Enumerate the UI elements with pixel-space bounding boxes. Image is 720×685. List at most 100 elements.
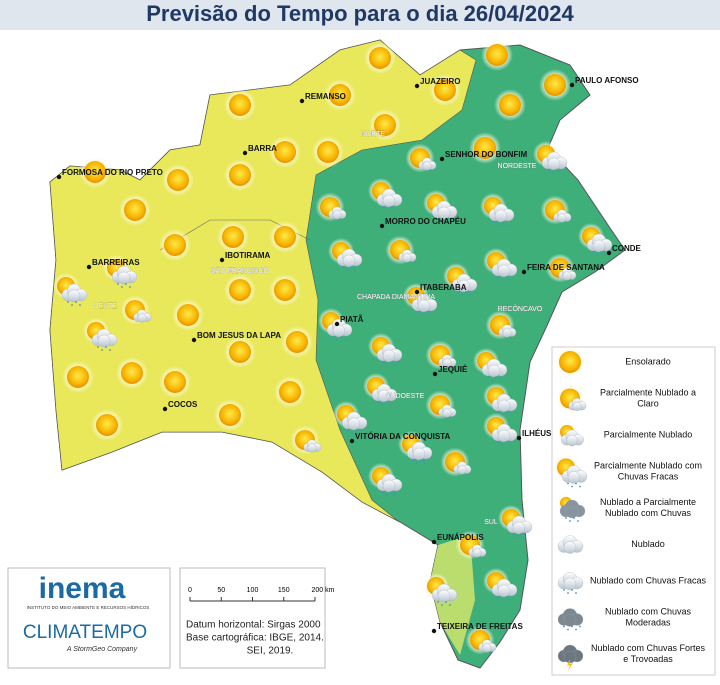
rain-drop (457, 291, 459, 293)
legend-label: Parcialmente Nublado a Claro (600, 388, 696, 409)
rain-drop (394, 364, 396, 366)
rain-drop (346, 269, 348, 271)
rain-drop (506, 224, 508, 226)
rain-drop (497, 596, 499, 598)
rain-drop (385, 401, 387, 403)
rain-drop (555, 169, 557, 171)
rain-drop (421, 314, 423, 316)
rain-drop (382, 361, 384, 363)
rain-drop (417, 311, 419, 313)
rain-drop (389, 404, 391, 406)
rain-drop (109, 349, 111, 351)
cloud (497, 399, 511, 413)
cloud (347, 417, 361, 431)
legend-line: Nublado com Chuvas Fortes (591, 643, 706, 653)
credit-line: Datum horizontal: Sirgas 2000 (186, 620, 321, 631)
sun (486, 44, 508, 66)
legend-line: Parcialmente Nublado com (594, 461, 702, 471)
rain-drop (505, 441, 507, 443)
legend-label: Ensolarado (625, 356, 671, 366)
city-label: ITABERABA (420, 283, 467, 292)
rain-drop (512, 533, 514, 535)
rain-drop (461, 294, 463, 296)
rain-drop (437, 218, 439, 220)
region-label: CHAPADA DIAMANTINA (357, 294, 435, 301)
sun (374, 114, 396, 136)
rain-drop (125, 283, 127, 285)
sun (274, 141, 296, 163)
rain-drop (567, 592, 569, 594)
cloud (572, 402, 582, 411)
sun (67, 366, 89, 388)
cloud (565, 505, 579, 519)
cloud (67, 289, 81, 303)
rain-drop (354, 269, 356, 271)
cloud (497, 429, 511, 443)
cloud (307, 443, 317, 453)
rain-drop (105, 346, 107, 348)
rain-drop (596, 254, 598, 256)
cloud (402, 253, 412, 263)
city-marker (299, 98, 305, 104)
city-label: TEIXEIRA DE FREITAS (437, 622, 523, 631)
city-marker (162, 406, 168, 412)
sun (274, 279, 296, 301)
rain-drop (75, 301, 77, 303)
city-marker (56, 174, 62, 180)
cloud (567, 471, 581, 484)
rain-drop (491, 379, 493, 381)
rain-drop (575, 628, 577, 631)
region-label: RECÔNCAVO (498, 304, 543, 313)
cloud (457, 465, 467, 475)
credit-line: Base cartográfica: IBGE, 2014. (186, 633, 324, 644)
city-label: BOM JESUS DA LAPA (197, 331, 281, 340)
state-yellow (49, 39, 477, 522)
sun (229, 164, 251, 186)
rain-drop (386, 494, 388, 496)
rain-drop (347, 429, 349, 431)
cloud (512, 521, 526, 535)
rain-drop (386, 364, 388, 366)
city-label: FORMOSA DO RIO PRETO (62, 168, 163, 177)
rain-drop (567, 628, 569, 631)
legend-line: Moderadas (625, 618, 671, 628)
rain-drop (424, 462, 426, 464)
cloud (382, 479, 396, 493)
lightning (567, 659, 573, 671)
rain-drop (390, 361, 392, 363)
cloud (557, 213, 567, 223)
cloud (502, 328, 512, 338)
rain-drop (382, 206, 384, 208)
cloud (382, 194, 396, 208)
rain-drop (592, 251, 594, 253)
city-marker (219, 257, 225, 263)
rain-drop (509, 444, 511, 446)
rain-drop (563, 625, 565, 628)
city-marker (516, 435, 522, 441)
cloud (494, 209, 508, 223)
rain-drop (79, 304, 81, 306)
inema-sub: INSTITUTO DO MEIO AMBIENTE E RECURSOS HÍ… (27, 604, 150, 610)
city-label: COCOS (168, 400, 198, 409)
city-label: VITÓRIA DA CONQUISTA (355, 432, 450, 441)
scale-label: 200 km (312, 587, 335, 594)
rain-drop (575, 482, 577, 485)
sun (177, 304, 199, 326)
rain-drop (351, 432, 353, 434)
rain-drop (487, 376, 489, 378)
rain-drop (342, 266, 344, 268)
rain-drop (97, 346, 99, 348)
city-marker (191, 337, 197, 343)
sun (286, 331, 308, 353)
rain-drop (336, 339, 338, 341)
rain-drop (449, 221, 451, 223)
sun (279, 381, 301, 403)
cloud (547, 157, 561, 171)
rain-drop (412, 459, 414, 461)
rain-drop (551, 172, 553, 174)
cloud (482, 643, 492, 653)
climatempo-sub: A StormGeo Company (66, 646, 138, 653)
rain-drop (577, 520, 579, 522)
sun (164, 234, 186, 256)
